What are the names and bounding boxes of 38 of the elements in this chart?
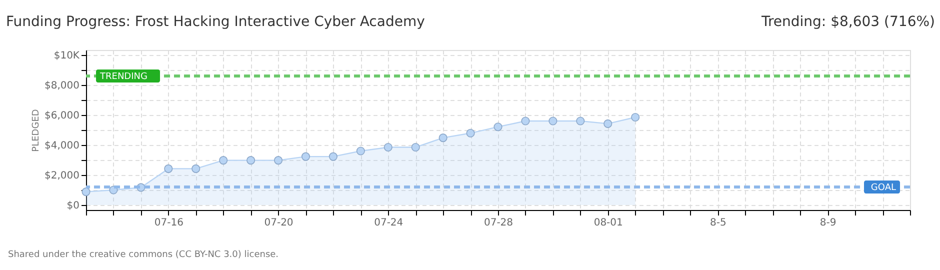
point: [82, 188, 90, 196]
point: [411, 142, 420, 152]
ref-line-label: GOAL: [870, 183, 896, 193]
point: [494, 122, 502, 132]
text: Shared under the creative commons (CC BY-NC 3.0) license.: [8, 250, 279, 260]
ref-line-label: TRENDING: [99, 72, 148, 82]
y-tick-label: $6,000: [44, 110, 80, 122]
point: [521, 116, 530, 126]
point: [301, 152, 310, 161]
point: [466, 128, 475, 138]
x-tick-label: 8-5: [710, 218, 726, 228]
x-tick-label: 8-9: [820, 218, 836, 228]
point: [192, 164, 200, 173]
point: [604, 119, 612, 128]
x-tick-label: 08-01: [594, 218, 623, 228]
point: [246, 156, 256, 165]
point: [219, 156, 228, 165]
x-tick-label: 07-20: [264, 218, 294, 228]
y-tick-label: $10K: [54, 50, 80, 62]
x-tick-label: 07-28: [484, 218, 514, 228]
point: [576, 116, 585, 126]
x-tick-label: 07-24: [374, 218, 404, 228]
point: [356, 146, 365, 156]
point: [274, 156, 283, 165]
chart-title: Funding Progress: Frost Hacking Interactive Cyber Academy: [6, 14, 425, 30]
y-tick-label: $0: [66, 200, 80, 212]
point: [384, 142, 392, 152]
chart-subtitle: Trending: $8,603 (716%): [760, 14, 935, 30]
y-tick-label: $8,000: [44, 80, 80, 92]
y-tick-label: $4,000: [44, 140, 80, 152]
x-tick-label: 07-16: [154, 218, 184, 228]
point: [328, 152, 338, 161]
point: [164, 164, 173, 173]
point: [438, 134, 448, 142]
point: [548, 116, 558, 126]
point: [631, 112, 640, 122]
y-axis-title: PLEDGED: [32, 109, 42, 152]
y-tick-label: $2,000: [44, 170, 80, 182]
